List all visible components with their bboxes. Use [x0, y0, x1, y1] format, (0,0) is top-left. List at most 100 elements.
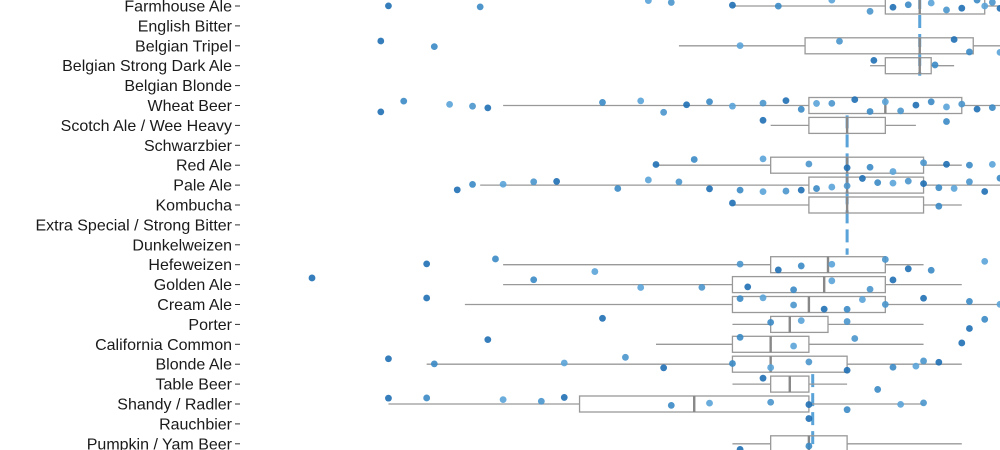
point-pale-ale-10	[736, 186, 744, 194]
box-porter	[732, 315, 924, 334]
point-farmhouse-ale-15	[981, 2, 989, 10]
category-label-extra-special-strong-bitter: Extra Special / Strong Bitter	[35, 217, 232, 234]
point-golden-ale-3	[637, 284, 645, 291]
point-golden-ale-7	[828, 277, 836, 285]
point-pale-ale-20	[904, 177, 912, 185]
point-shandy-radler-8	[767, 398, 775, 406]
point-wheat-beer-8	[660, 108, 668, 116]
point-pale-ale-6	[614, 185, 622, 192]
point-golden-ale-9	[889, 276, 897, 284]
point-layer	[308, 0, 1000, 450]
point-pale-ale-24	[966, 178, 973, 186]
point-pale-ale-8	[675, 178, 683, 186]
point-hefeweizen-11	[981, 258, 989, 265]
point-wheat-beer-26	[988, 104, 996, 112]
point-belgian-tripel-7	[996, 48, 1000, 56]
point-pale-ale-16	[843, 182, 851, 190]
point-pale-ale-22	[935, 184, 943, 192]
point-pale-ale-9	[706, 185, 713, 193]
point-hefeweizen-1	[423, 260, 431, 268]
point-red-ale-7	[889, 168, 897, 175]
point-farmhouse-ale-6	[774, 2, 782, 10]
point-red-ale-9	[943, 160, 950, 168]
category-label-shandy-radler: Shandy / Radler	[117, 397, 232, 414]
point-pale-ale-1	[453, 186, 461, 194]
iqr-box-golden-ale	[731, 275, 886, 294]
point-hefeweizen-9	[904, 265, 912, 273]
iqr-box-farmhouse-ale	[884, 0, 986, 15]
point-farmhouse-ale-17	[996, 5, 1000, 12]
point-hefeweizen-5	[774, 266, 782, 274]
point-shandy-radler-6	[667, 402, 675, 409]
point-belgian-tripel-4	[836, 37, 843, 45]
point-pale-ale-21	[920, 180, 927, 188]
box-scotch-ale-wee-heavy	[770, 116, 916, 135]
point-wheat-beer-19	[881, 98, 889, 106]
point-golden-ale-2	[530, 276, 538, 284]
point-hefeweizen-2	[492, 255, 499, 263]
point-porter-6	[981, 315, 989, 323]
point-golden-ale-8	[866, 285, 874, 293]
point-blonde-ale-7	[767, 364, 775, 371]
box-table-beer	[732, 375, 848, 393]
category-label-schwarzbier: Schwarzbier	[144, 138, 233, 155]
point-scotch-ale-wee-heavy-1	[759, 116, 767, 124]
point-cream-ale-1	[423, 294, 431, 302]
point-california-common-1	[484, 336, 492, 344]
point-farmhouse-ale-7	[828, 0, 836, 4]
point-golden-ale-6	[790, 286, 797, 294]
point-red-ale-6	[866, 163, 874, 171]
point-cream-ale-3	[759, 294, 767, 302]
point-red-ale-2	[690, 156, 698, 163]
point-wheat-beer-1	[377, 108, 385, 116]
iqr-box-belgian-strong-dark-ale	[884, 57, 932, 75]
point-hefeweizen-7	[828, 260, 836, 268]
point-blonde-ale-10	[889, 363, 897, 371]
point-pale-ale-18	[874, 179, 882, 187]
point-hefeweizen-4	[736, 260, 744, 268]
category-label-pale-ale: Pale Ale	[173, 178, 232, 195]
iqr-box-belgian-tripel	[804, 37, 974, 55]
category-label-table-beer: Table Beer	[156, 377, 233, 394]
point-shandy-radler-10	[843, 406, 851, 414]
point-belgian-strong-dark-ale-2	[931, 61, 939, 69]
box-blonde-ale	[426, 355, 962, 373]
point-shandy-radler-4	[537, 397, 545, 405]
point-farmhouse-ale-14	[973, 0, 981, 4]
point-wheat-beer-7	[637, 97, 645, 105]
category-label-blonde-ale: Blonde Ale	[155, 357, 232, 374]
point-cream-ale-9	[920, 294, 927, 302]
point-wheat-beer-16	[828, 100, 836, 107]
point-farmhouse-ale-10	[904, 1, 912, 9]
category-label-dunkelweizen: Dunkelweizen	[132, 237, 232, 254]
point-cream-ale-11	[996, 300, 1000, 308]
point-pale-ale-4	[530, 178, 538, 186]
point-cream-ale-2	[736, 295, 744, 303]
point-red-ale-8	[920, 159, 927, 167]
box-wheat-beer	[503, 96, 1000, 115]
point-blonde-ale-2	[430, 360, 438, 368]
point-wheat-beer-24	[958, 100, 966, 108]
point-pale-ale-19	[889, 179, 897, 187]
category-axis: Farmhouse Ale English Bitter Belgian Tripe…	[35, 0, 240, 450]
point-table-beer-1	[759, 374, 767, 382]
category-label-golden-ale: Golden Ale	[154, 277, 232, 294]
point-wheat-beer-9	[683, 101, 690, 109]
point-wheat-beer-2	[400, 97, 408, 105]
category-label-english-bitter: English Bitter	[138, 18, 233, 35]
point-porter-4	[843, 318, 851, 325]
point-wheat-beer-21	[912, 101, 920, 109]
box-kombucha	[732, 196, 962, 214]
point-shandy-radler-12	[920, 399, 927, 407]
point-red-ale-1	[652, 161, 660, 168]
point-belgian-tripel-3	[736, 42, 744, 50]
point-pale-ale-14	[813, 185, 820, 192]
point-farmhouse-ale-8	[866, 7, 874, 15]
category-label-red-ale: Red Ale	[176, 158, 232, 175]
point-wheat-beer-18	[866, 108, 874, 115]
point-wheat-beer-3	[446, 100, 453, 108]
point-belgian-tripel-6	[966, 48, 973, 56]
category-label-pumpkin-yam-beer: Pumpkin / Yam Beer	[87, 436, 233, 450]
point-red-ale-3	[759, 155, 767, 163]
category-label-porter: Porter	[188, 317, 232, 334]
